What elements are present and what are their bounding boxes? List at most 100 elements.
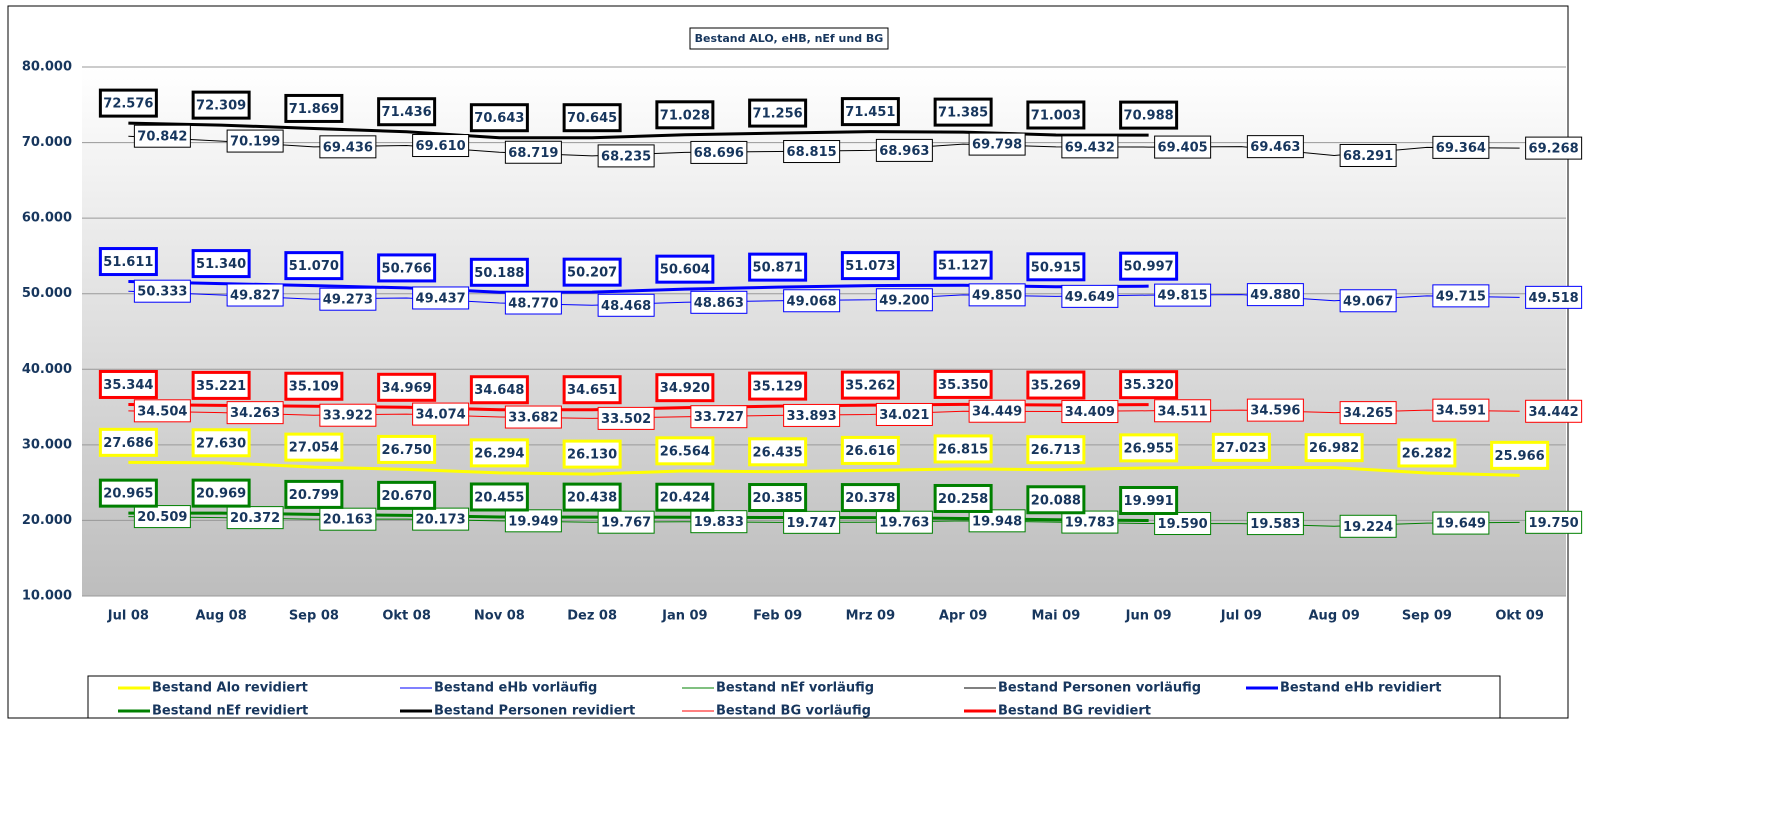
y-tick-label: 60.000 [22, 211, 72, 226]
data-label: 34.074 [416, 408, 466, 423]
data-label: 20.965 [103, 487, 153, 502]
data-label: 69.268 [1529, 142, 1579, 157]
label-box [783, 289, 841, 313]
label-box [1119, 370, 1179, 400]
data-label: 19.649 [1436, 517, 1486, 532]
x-tick-label: Okt 09 [1495, 609, 1544, 624]
data-label: 33.922 [323, 409, 373, 424]
x-tick-label: Jun 09 [1125, 609, 1172, 624]
label-box [1211, 432, 1271, 462]
data-label: 71.385 [938, 106, 988, 121]
data-label: 19.948 [972, 514, 1022, 529]
data-label: 20.163 [323, 513, 373, 528]
label-box [1339, 401, 1397, 425]
data-label: 50.915 [1031, 260, 1081, 275]
label-box [933, 483, 993, 513]
label-box [1525, 285, 1583, 309]
label-box [1061, 284, 1119, 308]
label-box [840, 435, 900, 465]
label-box [412, 402, 470, 426]
label-box [1525, 510, 1583, 534]
label-box [1339, 143, 1397, 167]
data-label: 49.518 [1529, 291, 1579, 306]
label-box [284, 251, 344, 281]
data-label: 34.651 [567, 383, 617, 398]
data-label: 35.344 [103, 378, 153, 393]
label-box [191, 249, 251, 279]
data-label: 69.463 [1250, 140, 1300, 155]
data-label: 34.504 [137, 404, 187, 419]
data-label: 49.880 [1250, 288, 1300, 303]
data-label: 34.920 [660, 381, 710, 396]
label-box [748, 252, 808, 282]
data-label: 34.021 [879, 408, 929, 423]
label-box [133, 124, 191, 148]
label-box [1432, 135, 1490, 159]
label-box [1304, 433, 1364, 463]
data-label: 19.833 [694, 515, 744, 530]
data-label: 34.591 [1436, 404, 1486, 419]
data-label: 71.256 [753, 107, 803, 122]
y-tick-label: 40.000 [22, 362, 72, 377]
data-label: 71.028 [660, 108, 710, 123]
x-tick-label: Mai 09 [1031, 609, 1080, 624]
data-label: 50.207 [567, 266, 617, 281]
data-label: 20.969 [196, 487, 246, 502]
data-label: 20.088 [1031, 493, 1081, 508]
label-box [1154, 283, 1212, 307]
data-label: 49.067 [1343, 294, 1393, 309]
chart-title: Bestand ALO, eHB, nEf und BG [695, 32, 884, 45]
data-label: 34.648 [474, 383, 524, 398]
data-label: 33.502 [601, 412, 651, 427]
data-label: 48.770 [508, 297, 558, 312]
data-label: 70.842 [137, 130, 187, 145]
data-label: 34.265 [1343, 406, 1393, 421]
data-label: 50.871 [753, 261, 803, 276]
x-tick-label: Aug 08 [196, 609, 247, 624]
legend-box [87, 675, 1501, 719]
label-box [1339, 289, 1397, 313]
label-box [377, 480, 437, 510]
data-label: 20.438 [567, 491, 617, 506]
label-box [1026, 100, 1086, 130]
data-label: 49.827 [230, 289, 280, 304]
data-label: 26.282 [1402, 446, 1452, 461]
label-box [226, 129, 284, 153]
data-label: 19.750 [1529, 516, 1579, 531]
x-tick-label: Feb 09 [753, 609, 802, 624]
label-box [98, 247, 158, 277]
data-label: 20.258 [938, 492, 988, 507]
data-label: 51.127 [938, 259, 988, 274]
data-label: 50.766 [382, 261, 432, 276]
label-box [690, 140, 748, 164]
data-label: 26.750 [382, 443, 432, 458]
data-label: 19.590 [1158, 517, 1208, 532]
data-label: 68.719 [508, 146, 558, 161]
label-box [748, 98, 808, 128]
data-label: 49.815 [1158, 289, 1208, 304]
label-box [1432, 284, 1490, 308]
data-label: 48.468 [601, 299, 651, 314]
data-label: 49.715 [1436, 289, 1486, 304]
x-tick-label: Okt 08 [382, 609, 431, 624]
data-label: 70.199 [230, 135, 280, 150]
data-label: 26.564 [660, 444, 710, 459]
data-label: 68.815 [787, 145, 837, 160]
label-box [133, 279, 191, 303]
legend-label: Bestand eHb revidiert [1280, 681, 1441, 696]
data-label: 34.263 [230, 406, 280, 421]
label-box [690, 405, 748, 429]
data-label: 33.893 [787, 409, 837, 424]
label-box [597, 144, 655, 168]
label-box [748, 371, 808, 401]
label-box [284, 432, 344, 462]
data-label: 71.436 [382, 105, 432, 120]
x-tick-label: Mrz 09 [846, 609, 896, 624]
label-box [1154, 399, 1212, 423]
label-box [748, 437, 808, 467]
data-label: 19.763 [879, 516, 929, 531]
label-box [226, 401, 284, 425]
label-box [840, 483, 900, 513]
legend-label: Bestand BG vorläufig [716, 704, 871, 719]
